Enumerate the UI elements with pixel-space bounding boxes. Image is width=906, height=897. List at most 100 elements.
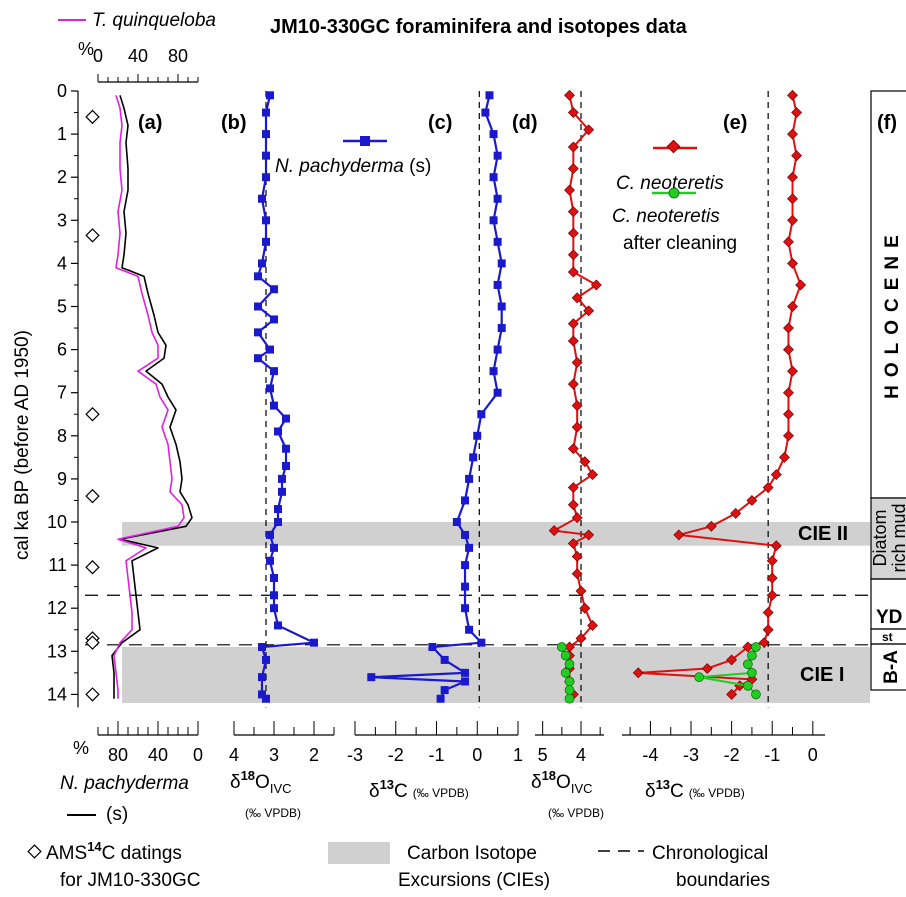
cn-d18o-series-point [567, 378, 579, 390]
cn-d13c-series-point [766, 572, 778, 584]
np-d13c-series-point [461, 677, 470, 686]
ams-dating-marker [85, 560, 100, 575]
zone-column [870, 90, 906, 691]
cn-clean-d13c-series-point [743, 680, 753, 691]
np-d18o-series-point [262, 237, 270, 246]
cn-d13c-series-point [787, 301, 798, 312]
panel-a-tick-label: 0 [193, 745, 203, 765]
panel-e-tick-label: -1 [764, 745, 780, 765]
cn-d18o-series-point [567, 443, 579, 455]
np-d18o-series-point [258, 194, 266, 203]
np-d18o-series-point [274, 427, 282, 436]
np-d13c-series-point [461, 496, 470, 505]
np-d13c-series-point [436, 694, 445, 703]
np-d13c-series-point [493, 388, 502, 397]
y-tick-label: 0 [57, 81, 67, 101]
y-tick-label: 5 [57, 297, 67, 317]
np-d13c-series-point [469, 453, 478, 462]
cn-d13c-series-point [742, 641, 754, 653]
cn-d18o-series-point [571, 400, 583, 412]
np-d18o-series-point [262, 151, 270, 160]
np-d18o-series-point [274, 621, 282, 630]
np-d18o-series-point [254, 302, 262, 311]
cn-d18o-series-point [567, 163, 579, 175]
cn-d13c-series-point [746, 495, 758, 506]
np-d18o-series-point [258, 690, 266, 699]
cn-d13c-series-point [762, 624, 774, 636]
y-tick-label: 6 [57, 340, 67, 360]
ams-legend-marker [27, 844, 42, 859]
np-d18o-series-point [262, 694, 270, 703]
cn-d18o-series-point [579, 456, 591, 468]
cn-d18o-series-point [571, 357, 583, 368]
cn-d13c-series-point [791, 150, 803, 162]
np-d18o-series-point [282, 444, 290, 453]
np-legend-label: N. pachyderma (s) [275, 156, 431, 177]
ams-dating-marker [85, 109, 100, 125]
cn-clean-legend-marker [668, 187, 680, 199]
tq-percent-series-line [113, 95, 185, 699]
y-tick-label: 3 [57, 210, 67, 230]
cn-d18o-series-point [564, 641, 575, 653]
np-d13c-series-point [497, 259, 506, 268]
np-d13c-series-point [473, 431, 482, 440]
panel-c-tick-label: 1 [513, 745, 523, 765]
cn-d18o-series-point [567, 538, 579, 549]
np-d18o-series-point [270, 315, 278, 324]
cn-d13c-series-point [705, 520, 717, 532]
np-d13c-series-point [461, 604, 470, 613]
cn-d13c-series-point [730, 507, 742, 519]
chron-legend-label: Chronological [652, 843, 768, 864]
panel-label-b: (b) [221, 112, 247, 134]
cn-d18o-series-point [548, 525, 560, 537]
panel-b-tick-label: 3 [269, 745, 279, 765]
y-tick-label: 14 [47, 684, 67, 704]
zone-diatom-2: rich mud [889, 503, 906, 572]
np-d18o-series-point [270, 285, 278, 294]
np-d13c-series-point [461, 668, 470, 677]
ams-legend-label: AMS14C datings [46, 839, 182, 864]
np-d18o-series-point [254, 272, 262, 281]
cn-d13c-series-point [778, 451, 790, 463]
cn-d13c-series-point [762, 607, 774, 618]
np-d13c-series-point [493, 151, 502, 160]
np-d13c-series-point [440, 655, 449, 664]
cn-d13c-series-point [787, 193, 798, 205]
cn-d18o-series-point [567, 335, 579, 347]
chart-title: JM10-330GC foraminifera and isotopes dat… [270, 16, 688, 38]
y-tick-label: 2 [57, 167, 67, 187]
cn-d18o-series-point [564, 184, 575, 196]
np-d18o-series-point [270, 401, 278, 410]
panel-c-tick-label: -3 [347, 745, 363, 765]
np-d13c-series-point [367, 673, 376, 682]
panel-a-top-tick-label: 80 [168, 46, 188, 66]
cn-d18o-series-point [571, 512, 583, 524]
panel-a-top-tick-label: 40 [128, 46, 148, 66]
chron-legend-label-2: boundaries [676, 870, 770, 891]
np-d18o-series-point [266, 556, 274, 565]
panel-c-tick-label: 0 [472, 745, 482, 765]
panel-axes: 0 40 80 80 40 0 4 3 2 -3 -2 -1 0 1 5 4 -4 -3 -2 -1 0 [93, 46, 825, 765]
panel-a-top-unit: % [78, 39, 94, 59]
np-d18o-series-point [258, 642, 266, 651]
cn-clean-d18o-series-point [564, 685, 575, 695]
zone-ba: B-A [881, 650, 902, 684]
np-d13c-series-point [465, 625, 474, 634]
cn-d13c-series-point [726, 688, 738, 700]
panel-c-tick-label: -1 [428, 745, 444, 765]
cn-d18o-series-point [567, 318, 579, 330]
panel-e-tick-label: -4 [642, 745, 658, 765]
cn-d13c-series-point [787, 89, 798, 101]
panel-e-tick-label: -2 [724, 745, 740, 765]
zone-diatom-1: Diatom [870, 509, 890, 566]
y-tick-label: 4 [57, 253, 67, 273]
np-d13c-series-point [477, 638, 486, 647]
np-d13c-series-point [481, 108, 490, 117]
ams-dating-marker [85, 228, 100, 243]
np-d18o-series-point [254, 354, 262, 363]
np-d18o-series-point [274, 505, 282, 514]
np-d13c-series-point [489, 367, 498, 376]
panel-a-bottom-unit: % [73, 738, 89, 758]
panel-c-xlabel: δ13C (‰ VPDB) [369, 777, 469, 802]
